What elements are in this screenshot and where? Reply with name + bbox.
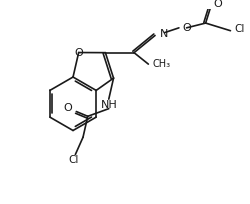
Text: O: O: [74, 48, 83, 58]
Text: NH: NH: [100, 100, 117, 110]
Text: O: O: [64, 103, 72, 113]
Text: Cl: Cl: [68, 155, 79, 165]
Text: Cl: Cl: [234, 24, 245, 34]
Text: N: N: [160, 29, 168, 39]
Text: O: O: [183, 23, 192, 33]
Text: CH₃: CH₃: [152, 59, 170, 69]
Text: O: O: [213, 0, 222, 9]
